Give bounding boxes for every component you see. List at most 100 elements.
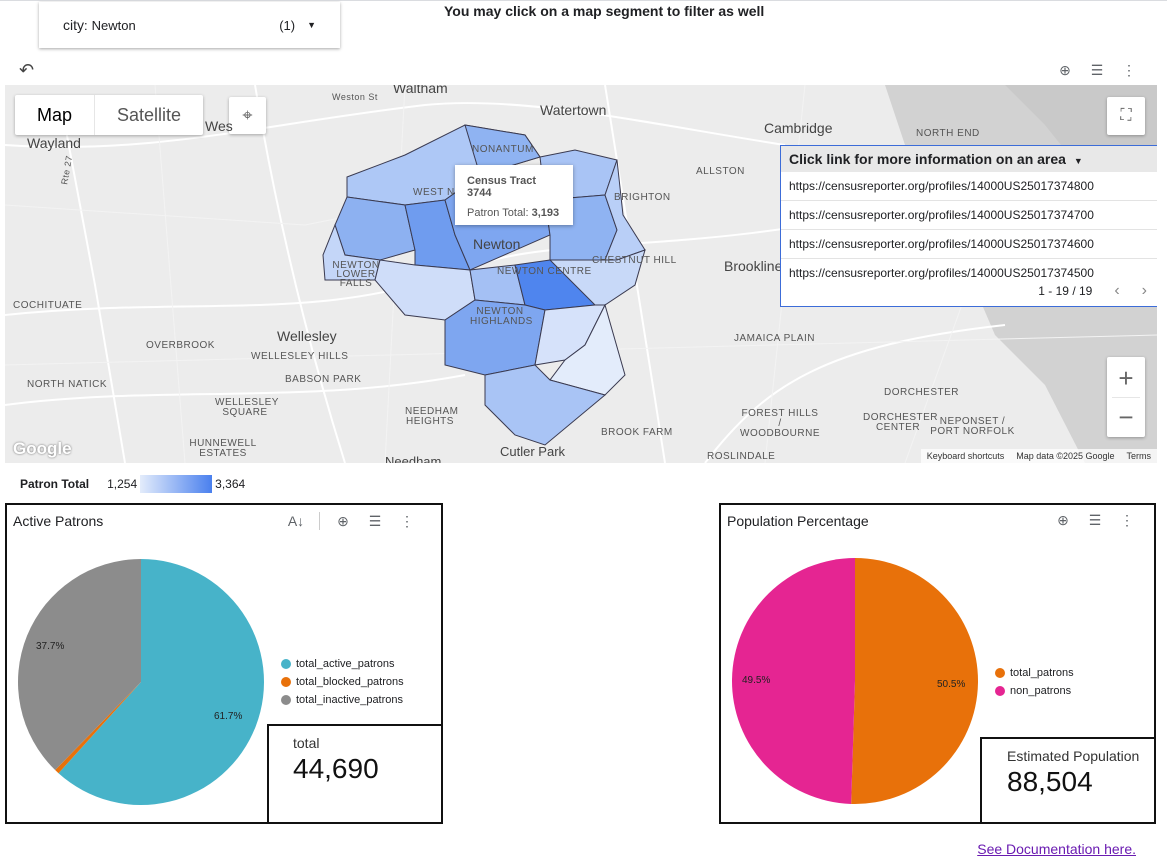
kpi-value: 88,504 xyxy=(1007,766,1093,797)
pie-slice-total-patrons[interactable] xyxy=(851,558,979,804)
legend-dot xyxy=(995,686,1005,696)
place-label: NORTH NATICK xyxy=(27,379,108,390)
kpi-label: total xyxy=(293,735,320,751)
active-patrons-panel: Active Patrons A↓ ⊕ ☰ ⋮ 61.7% 37.7% tota… xyxy=(5,503,443,824)
zoom-divider xyxy=(1112,396,1140,398)
kpi-label: Estimated Population xyxy=(1007,748,1140,764)
place-label: Brookline xyxy=(724,258,783,274)
more-options-icon[interactable]: ⋮ xyxy=(1120,512,1134,528)
place-label: BABSON PARK xyxy=(285,374,362,385)
pie-label-patrons: 50.5% xyxy=(937,679,966,690)
place-label: CHESTNUT HILL xyxy=(592,255,677,266)
pie-label-inactive: 37.7% xyxy=(36,641,65,652)
legend-dot xyxy=(281,695,291,705)
pie-legend: total_active_patrons total_blocked_patro… xyxy=(281,658,404,712)
place-label: ALLSTON xyxy=(696,166,745,177)
zoom-data-icon[interactable]: ⊕ xyxy=(1059,62,1071,78)
map-type-toggle: Map Satellite xyxy=(15,95,204,135)
pie-slice-total-active-patrons[interactable] xyxy=(58,559,264,805)
more-options-icon[interactable]: ⋮ xyxy=(1122,62,1136,78)
documentation-link[interactable]: See Documentation here. xyxy=(977,841,1136,857)
legend-item[interactable]: non_patrons xyxy=(995,685,1074,697)
sort-arrow-icon: ▼ xyxy=(1073,156,1083,166)
place-label: COCHITUATE xyxy=(13,300,83,311)
place-label: OVERBROOK xyxy=(146,340,215,351)
legend-item[interactable]: total_blocked_patrons xyxy=(281,676,404,688)
place-label: Waltham xyxy=(393,85,448,96)
page-headline: You may click on a map segment to filter… xyxy=(444,3,765,19)
keyboard-shortcuts-link[interactable]: Keyboard shortcuts xyxy=(926,451,1005,461)
pie-slice-total-inactive-patrons[interactable] xyxy=(18,559,141,771)
zoom-data-icon[interactable]: ⊕ xyxy=(337,512,349,529)
panel-toolbar: A↓ ⊕ ☰ ⋮ xyxy=(287,512,416,530)
table-row[interactable]: https://censusreporter.org/profiles/1400… xyxy=(781,201,1157,230)
map-toolbar: ⊕ ☰ ⋮ xyxy=(1056,62,1138,79)
zoom-out-button[interactable]: − xyxy=(1118,401,1134,432)
map-type-satellite-button[interactable]: Satellite xyxy=(117,105,182,125)
table-row[interactable]: https://censusreporter.org/profiles/1400… xyxy=(781,172,1157,201)
info-table-header[interactable]: Click link for more information on an ar… xyxy=(781,146,1157,172)
map-attribution: Keyboard shortcuts Map data ©2025 Google… xyxy=(920,449,1157,463)
place-label: DORCHESTER xyxy=(884,387,960,398)
terms-link[interactable]: Terms xyxy=(1126,451,1152,461)
filter-icon[interactable]: ☰ xyxy=(1090,62,1104,78)
place-label: NEWTON CENTRE xyxy=(497,266,592,277)
pagination-text: 1 - 19 / 19 xyxy=(1038,284,1093,298)
undo-icon[interactable]: ↶ xyxy=(19,60,35,80)
place-label: BRIGHTON xyxy=(614,192,671,203)
legend-dot xyxy=(281,677,291,687)
filter-icon[interactable]: ☰ xyxy=(368,512,382,529)
active-patrons-pie[interactable] xyxy=(15,559,275,819)
legend-item[interactable]: total_active_patrons xyxy=(281,658,404,670)
place-label: Wayland xyxy=(27,135,81,151)
pie-legend: total_patrons non_patrons xyxy=(995,667,1074,703)
zoom-data-icon[interactable]: ⊕ xyxy=(1057,512,1069,528)
legend-dot xyxy=(995,668,1005,678)
place-label: NEPONSET / PORT NORFOLK xyxy=(930,416,1015,437)
legend-dot xyxy=(281,659,291,669)
fullscreen-icon[interactable]: ⛶ xyxy=(1107,97,1145,135)
place-label: WELLESLEY SQUARE xyxy=(215,397,279,418)
filter-key: city xyxy=(63,17,84,33)
location-marker-icon[interactable]: ⌖ xyxy=(229,97,266,134)
legend-item[interactable]: total_inactive_patrons xyxy=(281,694,404,706)
place-label: NEEDHAM HEIGHTS xyxy=(405,406,459,427)
panel-title: Population Percentage xyxy=(727,513,869,529)
place-label: Weston St xyxy=(332,92,378,102)
map-type-map-button[interactable]: Map xyxy=(15,95,96,135)
tract-tooltip: Census Tract 3744 Patron Total: 3,193 xyxy=(455,165,573,225)
map-data-text: Map data ©2025 Google xyxy=(1016,451,1115,461)
population-pie[interactable] xyxy=(725,557,985,817)
legend-item[interactable]: total_patrons xyxy=(995,667,1074,679)
filter-count: (1) xyxy=(279,17,296,33)
zoom-in-button[interactable]: + xyxy=(1118,362,1134,393)
choropleth-map[interactable]: Map Satellite ⌖ ⛶ + − Waltham Watertown … xyxy=(5,85,1157,463)
city-filter-chip[interactable]: city: Newton (1) ▼ xyxy=(39,2,340,48)
place-label: WEST NE xyxy=(413,187,462,198)
dropdown-arrow-icon[interactable]: ▼ xyxy=(307,20,316,30)
zoom-controls: + − xyxy=(1107,357,1145,437)
place-label: Watertown xyxy=(540,102,607,118)
google-logo: Google xyxy=(13,439,72,458)
place-label: WELLESLEY HILLS xyxy=(251,351,349,362)
place-label: NORTH END xyxy=(916,128,980,139)
table-row[interactable]: https://censusreporter.org/profiles/1400… xyxy=(781,230,1157,259)
filter-value: Newton xyxy=(91,17,136,33)
pie-label-non-patrons: 49.5% xyxy=(742,675,771,686)
more-options-icon[interactable]: ⋮ xyxy=(400,512,414,529)
next-page-icon[interactable]: › xyxy=(1141,282,1147,299)
sort-az-icon[interactable]: A↓ xyxy=(287,513,305,529)
pie-slice-non-patrons[interactable] xyxy=(732,558,855,804)
place-label: NEWTON HIGHLANDS xyxy=(470,306,533,327)
tooltip-value: 3,193 xyxy=(531,207,560,219)
map-color-legend: Patron Total 1,254 3,364 xyxy=(20,475,245,493)
estimated-population-kpi-card: Estimated Population 88,504 xyxy=(980,737,1156,824)
table-row[interactable]: https://censusreporter.org/profiles/1400… xyxy=(789,266,1094,280)
table-pagination: 1 - 19 / 19 ‹ › xyxy=(1038,282,1147,300)
filter-icon[interactable]: ☰ xyxy=(1088,512,1102,528)
prev-page-icon[interactable]: ‹ xyxy=(1114,282,1120,299)
pie-slice-total-blocked-patrons[interactable] xyxy=(55,682,141,774)
tooltip-label: Patron Total: xyxy=(467,207,529,219)
top-divider xyxy=(0,0,1167,1)
kpi-value: 44,690 xyxy=(293,753,379,784)
